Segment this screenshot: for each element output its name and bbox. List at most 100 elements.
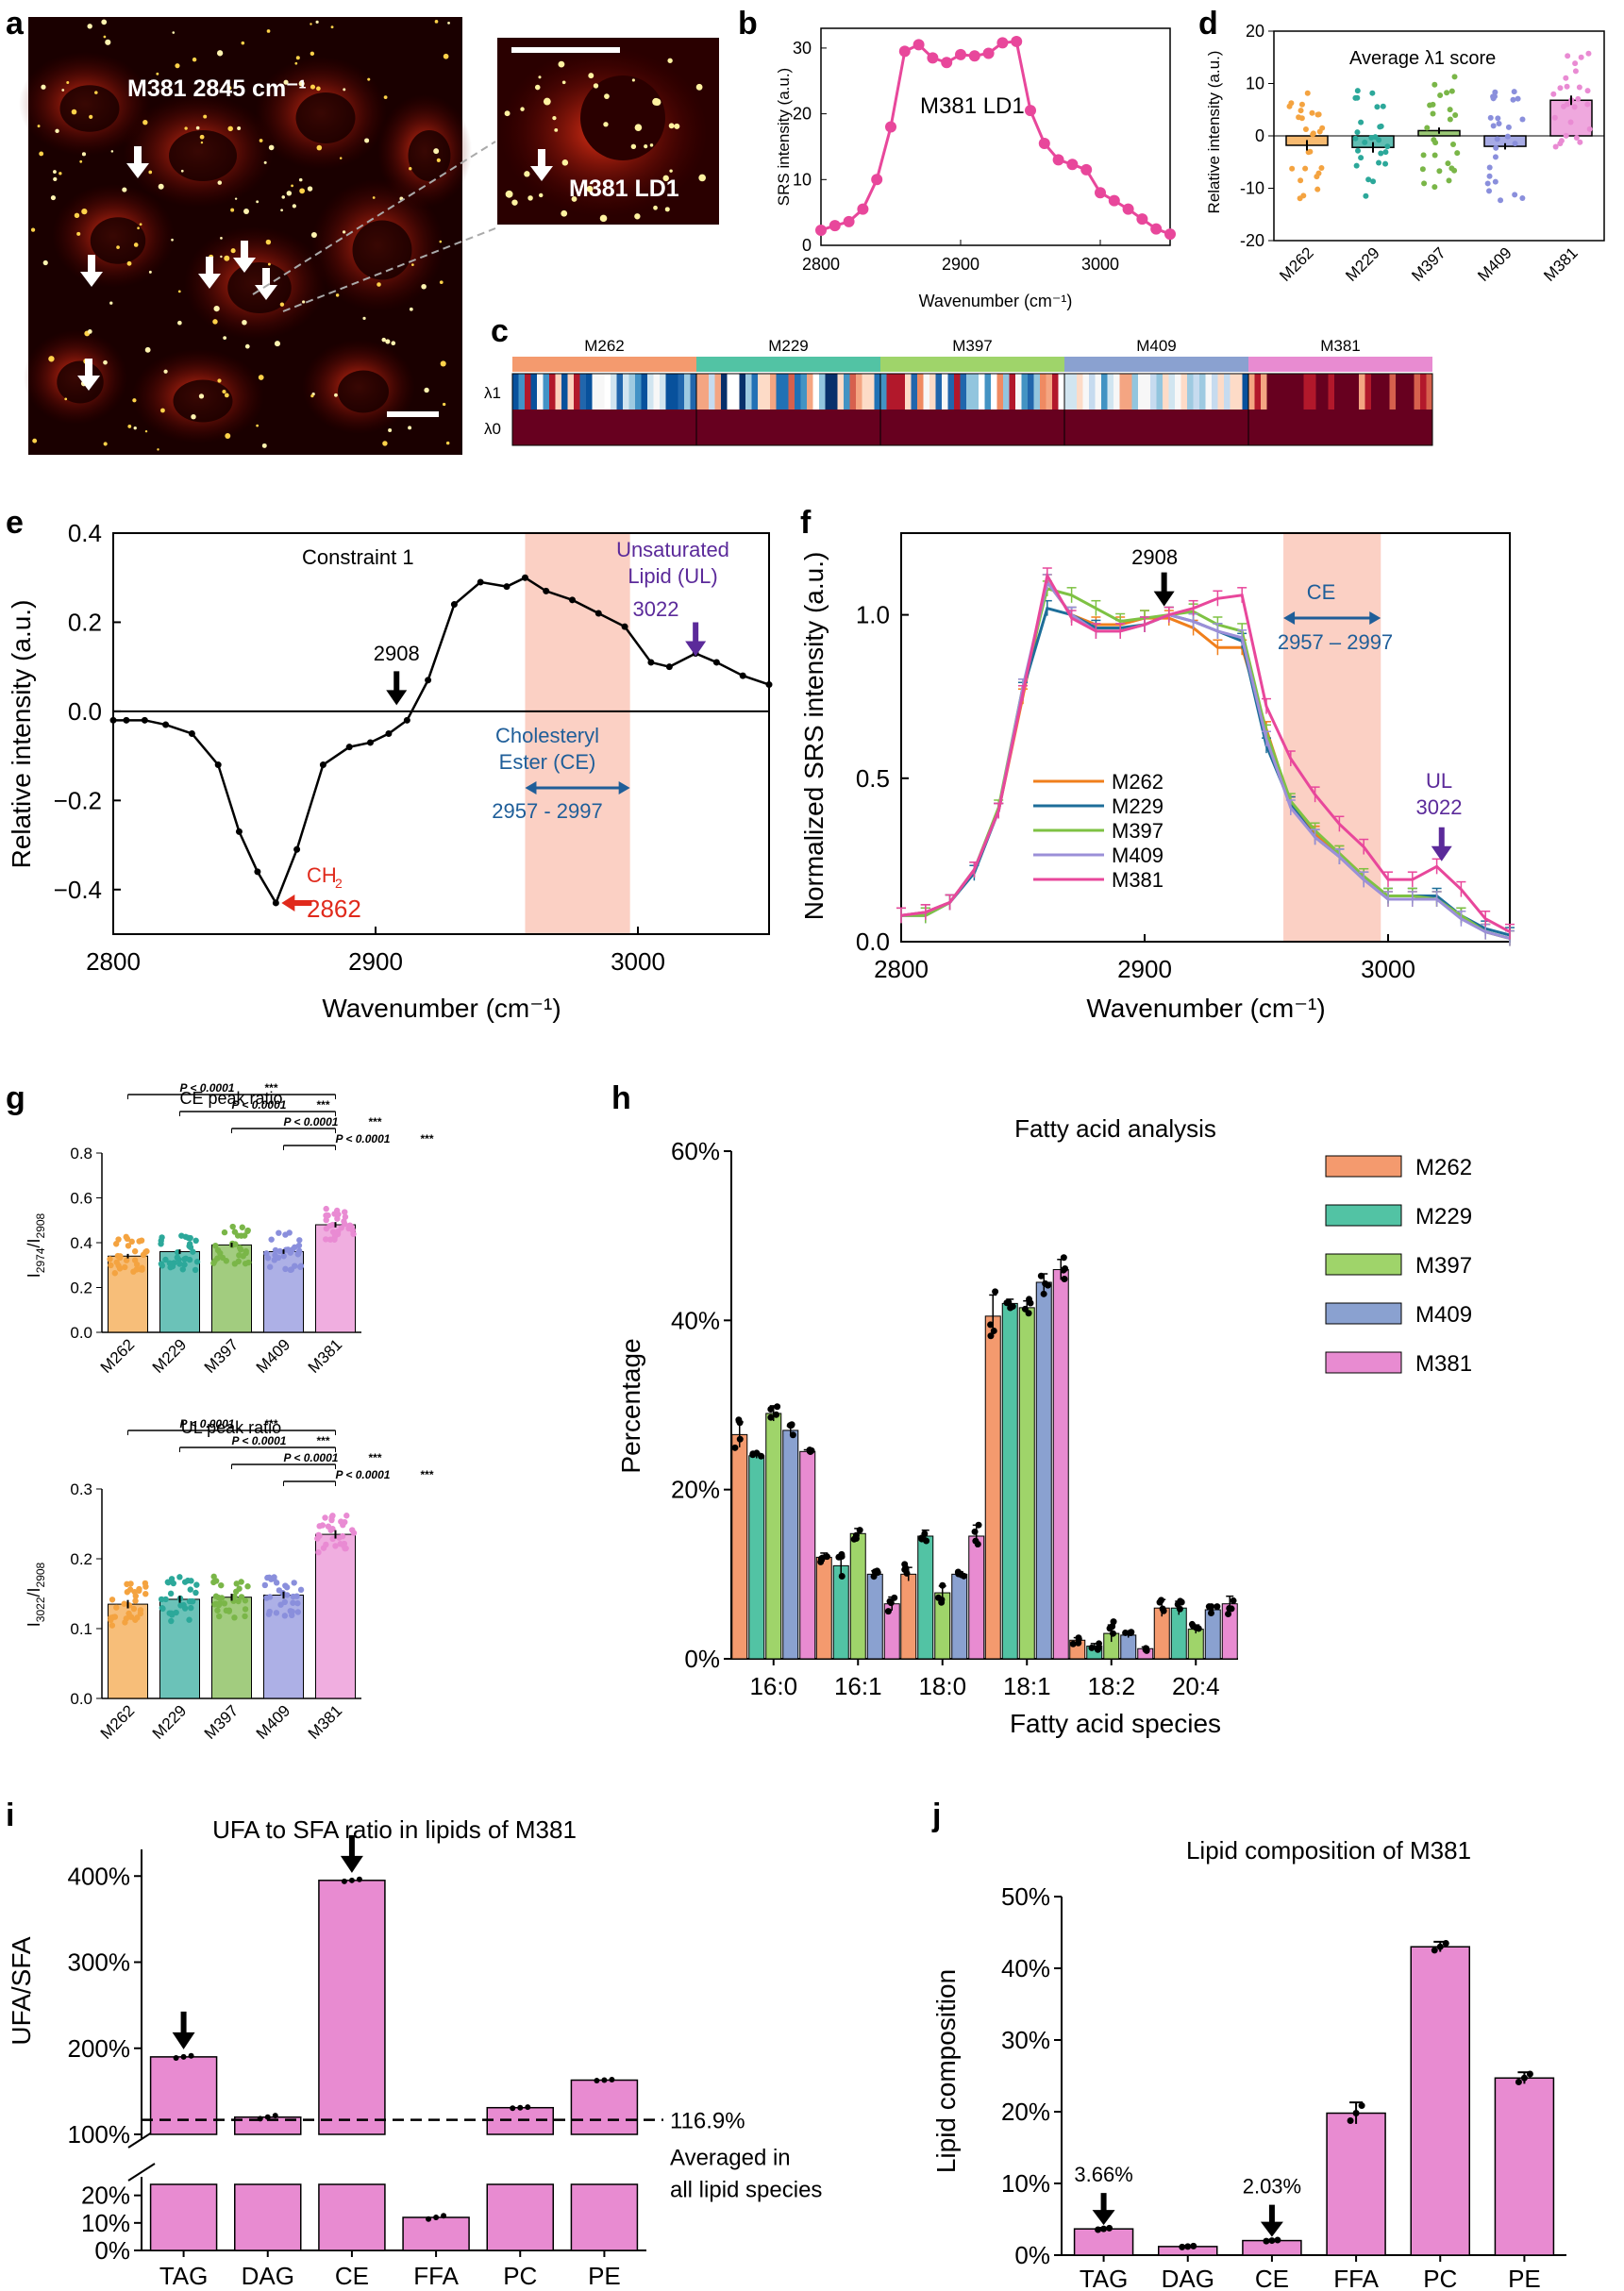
- lipid-droplet: [316, 144, 323, 151]
- data-point: [1025, 1310, 1032, 1317]
- data-point: [927, 52, 939, 64]
- y-tick-label: 0%: [684, 1645, 720, 1673]
- lipid-droplet: [263, 160, 267, 164]
- lipid-droplet: [524, 171, 530, 177]
- data-point: [1026, 1296, 1033, 1303]
- scatter-point: [1557, 141, 1564, 147]
- arrow-icon: [1369, 611, 1381, 625]
- scatter-point: [1448, 165, 1455, 172]
- data-point: [1358, 2102, 1365, 2110]
- heatmap-cell: [549, 374, 556, 410]
- mark-annotation: 2908: [374, 642, 420, 665]
- x-tick-label: M262: [97, 1701, 139, 1743]
- ul-annotation: 3022: [633, 597, 679, 621]
- lipid-droplet: [439, 280, 444, 285]
- arrow-icon: [255, 268, 277, 300]
- lipid-droplet: [171, 238, 174, 242]
- lipid-droplet: [142, 120, 148, 125]
- lipid-droplet: [133, 242, 139, 247]
- lipid-droplet: [64, 397, 68, 401]
- y-tick-label: 0.0: [70, 1324, 92, 1342]
- heatmap-cell: [1420, 374, 1427, 410]
- lipid-droplet: [381, 337, 386, 343]
- x-axis-label: Wavenumber (cm⁻¹): [919, 292, 1073, 310]
- y-axis-label-part: 2908: [34, 1562, 47, 1587]
- ce-annotation: CE: [1307, 580, 1336, 604]
- lipid-droplet: [224, 255, 230, 261]
- scatter-point: [1586, 125, 1593, 132]
- y-tick-label: -10: [1240, 179, 1264, 198]
- lipid-droplet: [434, 20, 439, 24]
- data-point: [341, 1878, 347, 1884]
- data-point: [1214, 1603, 1221, 1611]
- x-tick-label: M229: [1342, 243, 1383, 285]
- lipid-droplet: [61, 89, 65, 92]
- data-point: [609, 2076, 615, 2082]
- lipid-droplet: [634, 213, 641, 220]
- heatmap-cell: [844, 374, 850, 410]
- mark-arrow-icon: [386, 671, 408, 706]
- y-tick-label: −0.2: [54, 786, 102, 814]
- data-point: [968, 50, 980, 62]
- chart-j: 0% 10% 20% 30% 40% 50% TAG DAG CE FFA PC PE 3.66% 2.0…: [931, 1836, 1566, 2291]
- lipid-droplet: [216, 50, 224, 57]
- p-value: P < 0.0001: [284, 1115, 339, 1129]
- data-point: [1184, 2243, 1192, 2250]
- scatter-point: [244, 1583, 251, 1590]
- data-point: [954, 1568, 962, 1576]
- data-point: [188, 2052, 194, 2059]
- data-point: [1230, 1597, 1237, 1604]
- y-axis-label: Relative intensity (a.u.): [1205, 51, 1223, 214]
- chart-g-ce: 0.0 0.2 0.4 0.6 0.8 M262 M229 M397 M409 M381 CE pe…: [25, 1081, 434, 1377]
- data-point: [1207, 1610, 1214, 1617]
- y-axis-label: I3022/I2908: [25, 1562, 47, 1627]
- scatter-point: [1451, 74, 1458, 80]
- heatmap-cell: [1347, 374, 1353, 410]
- scatter-point: [215, 1601, 223, 1609]
- heatmap-cell: [1298, 374, 1304, 410]
- scatter-point: [181, 1262, 188, 1268]
- scatter-point: [142, 1590, 149, 1597]
- lipid-droplet: [279, 302, 285, 307]
- data-point: [621, 623, 628, 630]
- heatmap-cell: [512, 374, 519, 410]
- scatter-point: [266, 1263, 274, 1270]
- scatter-point: [130, 1268, 137, 1275]
- heatmap-cell: [1187, 374, 1194, 410]
- scatter-point: [111, 1614, 119, 1620]
- micrograph-nucleus: [295, 92, 356, 143]
- lipid-droplet: [224, 393, 229, 398]
- lipid-droplet: [212, 319, 218, 325]
- data-point: [829, 220, 841, 232]
- lipid-droplet: [74, 212, 80, 219]
- heatmap-cell: [628, 374, 636, 410]
- y-tick-label: 0.0: [856, 928, 890, 956]
- heatmap-cell: [1217, 374, 1225, 410]
- scatter-point: [339, 1532, 346, 1540]
- scatter-point: [331, 1236, 338, 1243]
- data-point: [601, 2077, 608, 2083]
- bar-upper: [570, 2079, 639, 2135]
- lipid-droplet: [604, 93, 610, 99]
- heatmap-cell: [709, 374, 715, 410]
- bar-M262: [815, 1556, 832, 1660]
- bar-upper: [486, 2106, 554, 2135]
- x-tick-label: 18:2: [1087, 1672, 1135, 1700]
- scatter-point: [181, 1579, 189, 1585]
- scatter-point: [1431, 184, 1438, 191]
- legend-label: M409: [1415, 1302, 1472, 1328]
- data-point: [1431, 1947, 1438, 1954]
- lipid-droplet: [274, 341, 280, 347]
- heatmap-cell: [696, 374, 703, 410]
- data-point: [450, 601, 458, 609]
- scatter-point: [244, 1227, 251, 1234]
- series-line-M409: [900, 578, 1511, 940]
- lipid-droplet: [652, 97, 661, 106]
- scatter-point: [1288, 100, 1295, 107]
- scatter-point: [162, 1596, 169, 1603]
- micrograph-nucleus: [90, 217, 146, 264]
- lipid-droplet: [695, 83, 703, 91]
- x-tick-label: M409: [253, 1335, 294, 1377]
- ce-shaded-region: [525, 533, 630, 934]
- x-tick-label: 3000: [1081, 255, 1119, 274]
